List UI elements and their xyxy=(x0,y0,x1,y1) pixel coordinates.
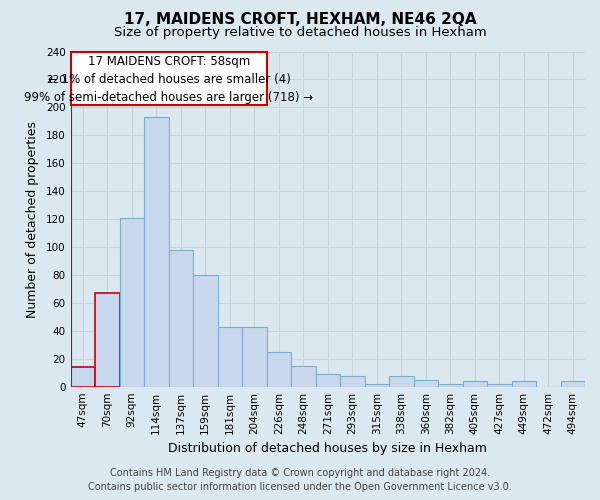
Bar xyxy=(560,381,585,386)
Bar xyxy=(365,384,389,386)
Text: 17 MAIDENS CROFT: 58sqm
← 1% of detached houses are smaller (4)
99% of semi-deta: 17 MAIDENS CROFT: 58sqm ← 1% of detached… xyxy=(25,55,314,104)
Bar xyxy=(438,384,463,386)
Bar xyxy=(291,366,316,386)
Bar xyxy=(95,293,119,386)
Bar xyxy=(144,117,169,386)
Bar xyxy=(316,374,340,386)
Bar xyxy=(169,250,193,386)
Bar xyxy=(487,384,512,386)
Bar xyxy=(413,380,438,386)
Bar xyxy=(193,275,218,386)
Y-axis label: Number of detached properties: Number of detached properties xyxy=(26,120,39,318)
Text: 17, MAIDENS CROFT, HEXHAM, NE46 2QA: 17, MAIDENS CROFT, HEXHAM, NE46 2QA xyxy=(124,12,476,28)
Bar xyxy=(71,367,95,386)
Bar xyxy=(218,326,242,386)
Bar xyxy=(512,381,536,386)
Bar xyxy=(389,376,413,386)
Bar xyxy=(119,218,144,386)
Text: Contains HM Land Registry data © Crown copyright and database right 2024.
Contai: Contains HM Land Registry data © Crown c… xyxy=(88,468,512,492)
Bar xyxy=(266,352,291,386)
Bar xyxy=(242,326,266,386)
Text: Size of property relative to detached houses in Hexham: Size of property relative to detached ho… xyxy=(113,26,487,39)
Bar xyxy=(340,376,365,386)
FancyBboxPatch shape xyxy=(71,52,267,104)
Bar xyxy=(463,381,487,386)
X-axis label: Distribution of detached houses by size in Hexham: Distribution of detached houses by size … xyxy=(169,442,487,455)
